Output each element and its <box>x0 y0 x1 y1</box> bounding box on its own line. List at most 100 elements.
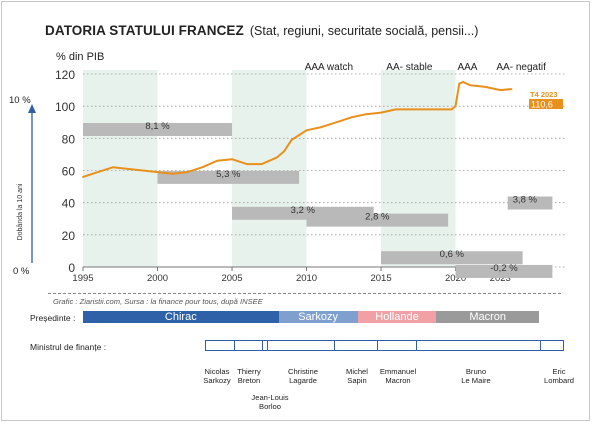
rate-bar <box>83 122 233 136</box>
president-segment: Sarkozy <box>278 311 358 323</box>
shaded-period <box>381 70 456 267</box>
source-note: Grafic : Ziaristii.com, Sursa : la finan… <box>53 297 263 306</box>
debt-point <box>298 134 300 137</box>
ministers-timeline <box>205 340 564 351</box>
shaded-period <box>232 70 307 267</box>
x-tick-label: 2000 <box>147 273 168 284</box>
debt-point <box>186 171 189 174</box>
rate-bar-label: 2,8 % <box>365 212 390 223</box>
title-subtitle: (Stat, regiuni, securitate socială, pens… <box>249 24 479 38</box>
chart-title: DATORIA STATULUI FRANCEZ (Stat, regiuni, … <box>45 22 478 40</box>
rate-bar-label: 3,8 % <box>513 195 538 206</box>
debt-point <box>335 121 338 124</box>
minister-divider <box>334 341 335 350</box>
debt-point <box>350 116 353 119</box>
minister-name: Emmanuel Macron <box>379 367 417 385</box>
minister-divider <box>416 341 417 350</box>
rate-bar <box>455 264 553 278</box>
debt-point <box>450 108 453 111</box>
title-main: DATORIA STATULUI FRANCEZ <box>45 23 244 38</box>
president-segment: Hollande <box>357 311 437 323</box>
debt-point <box>409 108 412 111</box>
minister-name: Jean-Louis Borloo <box>251 393 289 411</box>
end-value-box <box>529 99 563 109</box>
debt-point <box>275 156 278 159</box>
debt-point <box>283 150 286 153</box>
debt-point <box>126 167 129 170</box>
debt-point <box>305 129 308 132</box>
debt-point <box>499 89 502 91</box>
debt-point <box>141 169 144 172</box>
debt-point <box>484 85 487 88</box>
debt-point <box>231 158 233 161</box>
x-tick-label: 1995 <box>72 273 93 284</box>
ministers-row-label: Ministrul de finanțe : <box>30 342 107 352</box>
rate-bar-label: 8,1 % <box>145 121 170 132</box>
president-segment: Chirac <box>83 311 279 323</box>
debt-point <box>246 163 248 165</box>
end-period-label: T4 2023 <box>530 90 558 99</box>
debt-point <box>216 159 219 162</box>
debt-point <box>365 113 368 116</box>
debt-point <box>395 108 397 111</box>
rate-bar <box>507 196 553 210</box>
y-tick-label: 60 <box>62 165 76 179</box>
y-axis-label: % din PIB <box>56 51 104 63</box>
debt-point <box>439 108 442 111</box>
minister-name: Bruno Le Maire <box>461 367 491 385</box>
rate-bar <box>381 251 523 265</box>
y-tick-label: 20 <box>62 229 76 243</box>
y-tick-label: 100 <box>55 100 75 114</box>
debt-point <box>380 111 382 114</box>
debt-point <box>201 166 204 169</box>
rate-tick-10: 10 % <box>9 95 31 106</box>
rate-bar <box>157 170 300 184</box>
debt-point <box>510 88 513 91</box>
y-tick-label: 40 <box>62 197 76 211</box>
debt-point <box>97 171 99 174</box>
x-tick-label: 2015 <box>370 273 391 284</box>
debt-point <box>469 84 472 87</box>
minister-name: Michel Sapin <box>346 367 368 385</box>
x-tick-label: 2010 <box>296 273 317 284</box>
debt-point <box>260 163 263 165</box>
debt-point <box>111 166 114 169</box>
rate-tick-0: 0 % <box>13 266 30 277</box>
presidents-row-label: Președinte : <box>30 313 76 323</box>
debt-point <box>320 126 323 128</box>
rate-bar-label: 0,6 % <box>440 249 465 260</box>
minister-divider <box>262 341 263 350</box>
y-tick-label: 0 <box>68 261 75 275</box>
minister-divider <box>234 341 235 350</box>
debt-point <box>290 139 293 141</box>
rate-bar-label: 5,3 % <box>216 169 241 180</box>
presidents-timeline: Chirac Sarkozy Hollande Macron <box>83 311 539 323</box>
minister-name: Eric Lombard <box>544 367 574 385</box>
debt-point <box>454 105 457 108</box>
debt-point <box>424 108 427 111</box>
rating-annotation: AAA <box>457 62 477 73</box>
minister-divider <box>267 341 268 350</box>
rating-annotation: AA- stable <box>386 62 433 73</box>
debt-point <box>156 171 159 174</box>
rate-axis-arrow-icon <box>28 104 36 113</box>
president-segment: Macron <box>436 311 539 323</box>
debt-point <box>458 82 461 85</box>
minister-divider <box>377 341 378 350</box>
rate-bar-label: 3,2 % <box>291 205 316 216</box>
y-tick-label: 80 <box>62 132 76 146</box>
end-value-label: 110,6 <box>531 100 553 110</box>
minister-name: Christine Lagarde <box>288 367 318 385</box>
rating-annotation: AA- negatif <box>496 62 546 73</box>
x-tick-label: 2020 <box>445 273 466 284</box>
rate-bar <box>306 213 449 227</box>
x-tick-label: 2023 <box>490 273 511 284</box>
footer-divider <box>48 293 561 294</box>
minister-name: Thierry Breton <box>237 367 261 385</box>
rate-bar-label: -0,2 % <box>490 263 518 274</box>
rate-axis-label: Dobânda la 10 ani <box>17 183 24 240</box>
minister-divider <box>540 341 541 350</box>
debt-point <box>171 172 174 175</box>
